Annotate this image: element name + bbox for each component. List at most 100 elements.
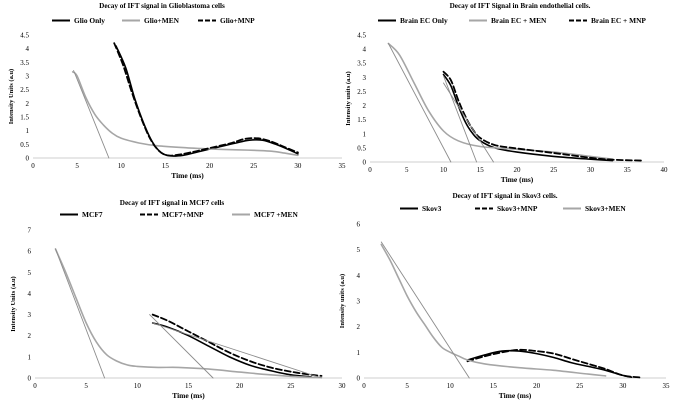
x-axis-label: Time (ms) (499, 391, 532, 400)
y-axis-label: Intensity units (a.u) (339, 274, 346, 328)
legend-entry: Glio Only (74, 16, 105, 25)
y-tick-label: 6 (28, 248, 32, 256)
chart-panel-2: Decay of IFT Signal in Brain endothelial… (345, 2, 668, 184)
y-tick-label: 3 (363, 74, 367, 82)
x-tick-label: 25 (576, 382, 584, 390)
x-tick-label: 35 (339, 162, 347, 170)
x-axis-label: Time (ms) (171, 171, 204, 180)
x-tick-label: 5 (84, 382, 88, 390)
series-line-glio-only (115, 45, 299, 157)
x-tick-label: 30 (619, 382, 627, 390)
x-tick-label: 10 (118, 162, 126, 170)
chart-panel-4: Decay of IFT signal in Skov3 cells. 0 5 10 1… (339, 192, 670, 400)
x-tick-label: 25 (550, 166, 558, 174)
series-line-skov3 (466, 349, 633, 378)
x-tick-label: 30 (339, 382, 347, 390)
x-tick-label: 10 (134, 382, 142, 390)
x-tick-label: 20 (533, 382, 541, 390)
x-tick-label: 5 (75, 162, 79, 170)
x-tick-label: 10 (440, 166, 448, 174)
chart-title: Decay of IFT signal in MCF7 cells (120, 199, 225, 207)
x-tick-label: 0 (362, 382, 366, 390)
x-tick-label: 30 (294, 162, 302, 170)
trend-line (443, 75, 478, 163)
legend-entry: MCF7+MNP (162, 210, 204, 219)
x-tick-label: 35 (624, 166, 632, 174)
y-tick-label: 4 (357, 272, 361, 280)
series-line-mcf7-mnp (151, 313, 323, 377)
trend-line (387, 43, 452, 163)
series-line-glio-men (71, 71, 299, 157)
y-axis-label: Intensity Units (a.u) (10, 276, 17, 331)
y-tick-label: 0 (26, 155, 30, 163)
legend-entry: Glio+MNP (220, 16, 255, 25)
y-tick-label: 2.5 (357, 88, 366, 96)
legend-entry: Skov3+MEN (585, 204, 626, 213)
chart-panel-1: Decay of IFT signal in Glioblastoma cell… (8, 2, 346, 180)
series-line-brain-ec-mnp (442, 70, 643, 162)
y-tick-label: 2 (28, 332, 32, 340)
series-line-glio-mnp (113, 42, 299, 157)
y-tick-label: 2.5 (20, 86, 29, 94)
y-tick-label: 5 (28, 269, 32, 277)
y-tick-label: 2 (26, 100, 30, 108)
y-tick-label: 3 (28, 311, 32, 319)
y-tick-label: 2 (363, 102, 367, 110)
x-tick-label: 0 (368, 166, 372, 174)
x-tick-label: 0 (31, 162, 35, 170)
series-line-brain-ec-only (442, 73, 614, 162)
x-tick-label: 15 (477, 166, 485, 174)
legend-entry: Skov3 (422, 204, 442, 213)
legend-entry: Glio+MEN (144, 16, 180, 25)
x-tick-label: 15 (490, 382, 498, 390)
y-axis-label: Intensity Units (a.u) (8, 69, 15, 124)
x-tick-label: 25 (250, 162, 258, 170)
legend-entry: Skov3+MNP (497, 204, 538, 213)
x-tick-label: 5 (405, 166, 409, 174)
trend-line (149, 314, 214, 379)
y-tick-label: 4 (26, 45, 30, 53)
chart-title: Decay of IFT signal in Skov3 cells. (452, 192, 557, 200)
x-tick-label: 25 (287, 382, 295, 390)
y-tick-label: 3 (357, 298, 361, 306)
trend-line (380, 241, 470, 379)
y-tick-label: 4.5 (357, 32, 366, 40)
x-tick-label: 10 (447, 382, 455, 390)
trend-line (73, 70, 110, 159)
x-axis-label: Time (ms) (501, 175, 534, 184)
x-tick-label: 15 (185, 382, 193, 390)
y-tick-label: 0 (363, 159, 367, 167)
y-tick-label: 5 (357, 246, 361, 254)
x-tick-label: 20 (514, 166, 522, 174)
legend-entry: MCF7 +MEN (254, 210, 298, 219)
y-tick-label: 3 (26, 73, 30, 81)
series-line-skov3-men (380, 243, 607, 377)
x-tick-label: 20 (236, 382, 244, 390)
y-tick-label: 4.5 (20, 32, 29, 40)
y-tick-label: 4 (28, 290, 32, 298)
chart-title: Decay of IFT signal in Glioblastoma cell… (99, 2, 225, 10)
y-tick-label: 6 (357, 221, 361, 229)
legend-entry: Brain EC + MEN (491, 16, 547, 25)
y-tick-label: 1 (26, 127, 30, 135)
legend-entry: Brain EC + MNP (591, 16, 646, 25)
x-tick-label: 35 (663, 382, 671, 390)
y-tick-label: 2 (357, 323, 361, 331)
y-tick-label: 3.5 (20, 59, 29, 67)
x-tick-label: 15 (162, 162, 170, 170)
legend-entry: MCF7 (82, 210, 103, 219)
y-tick-label: 0.5 (357, 144, 366, 152)
y-tick-label: 0 (28, 375, 32, 383)
y-tick-label: 1 (357, 349, 361, 357)
y-axis-label: Intensity units (a.u) (345, 71, 352, 125)
y-tick-label: 7 (28, 227, 32, 235)
trend-line (152, 322, 322, 379)
y-tick-label: 0.5 (20, 141, 29, 149)
y-tick-label: 1 (28, 353, 32, 361)
series-line-brain-ec-men (387, 42, 614, 160)
x-tick-label: 5 (405, 382, 409, 390)
y-tick-label: 4 (363, 46, 367, 54)
legend-entry: Brain EC Only (400, 16, 448, 25)
